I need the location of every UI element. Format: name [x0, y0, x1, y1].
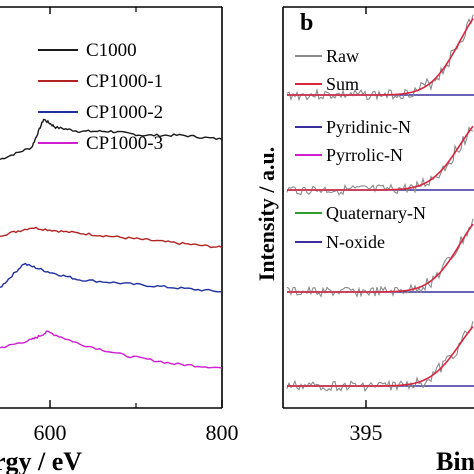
series-line-cp1000-3 — [0, 330, 223, 369]
right-xlabel: Bin — [436, 447, 474, 474]
right-ylabel: Intensity / a.u. — [254, 147, 279, 281]
sum-fit-1 — [287, 125, 474, 191]
legend-label-raw: Raw — [326, 46, 359, 66]
left-series-group — [0, 118, 223, 369]
left-xlabel: rgy / eV — [0, 447, 82, 474]
sum-fit-0 — [287, 18, 474, 96]
left-legend: C1000 CP1000-1 CP1000-2 CP1000-3 — [38, 40, 163, 154]
panel-label-b: b — [300, 10, 313, 36]
left-xtick-label-600: 600 — [34, 420, 67, 445]
right-xtick-label-395: 395 — [350, 420, 383, 445]
sum-fit-3 — [287, 326, 474, 387]
series-line-cp1000-2 — [0, 262, 223, 293]
right-legend: Raw Sum Pyridinic-N Pyrrolic-N Quaternar… — [295, 46, 426, 252]
left-xtick-label-800: 800 — [206, 420, 239, 445]
right-panel: Intensity / a.u. 395 Bin b Raw Sum Pyrid… — [254, 6, 474, 474]
legend-label-pyrrolic: Pyrrolic-N — [326, 145, 403, 165]
legend-label-sum: Sum — [326, 74, 359, 94]
legend-label-quaternary: Quaternary-N — [326, 203, 426, 223]
series-line-c1000 — [0, 118, 223, 161]
legend-label-cp1000-2: CP1000-2 — [86, 102, 163, 123]
sum-fit-2 — [287, 223, 474, 293]
raw-spectrum-3 — [286, 321, 474, 393]
legend-label-pyridinic: Pyridinic-N — [326, 117, 411, 137]
legend-label-cp1000-3: CP1000-3 — [86, 133, 163, 154]
raw-spectrum-0 — [286, 14, 474, 102]
raw-spectrum-2 — [286, 218, 474, 299]
series-line-cp1000-1 — [0, 226, 223, 249]
legend-label-n-oxide: N-oxide — [326, 232, 385, 252]
legend-label-c1000: C1000 — [86, 40, 137, 61]
left-panel: 600 800 rgy / eV C1000 CP1000-1 CP1000-2… — [0, 6, 239, 474]
legend-label-cp1000-1: CP1000-1 — [86, 71, 163, 92]
right-spectra-group — [286, 14, 474, 393]
